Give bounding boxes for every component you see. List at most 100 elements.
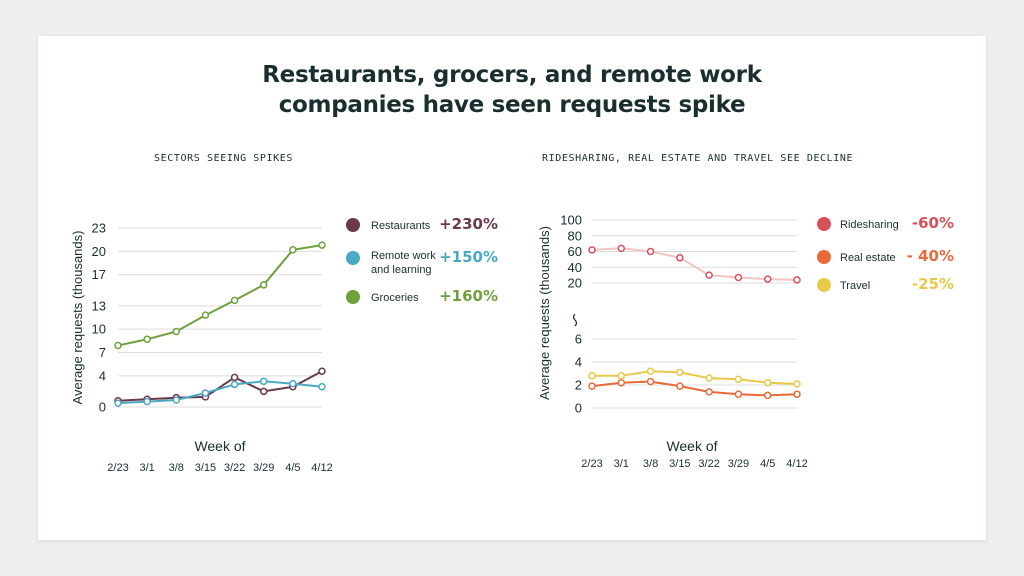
legend-change-value: -60% [912,214,954,232]
data-point [201,389,210,397]
data-point [318,367,326,375]
data-point [676,368,684,377]
data-point [617,378,626,387]
title-line-2: companies have seen requests spike [278,92,746,118]
right-y-tick-label: 6 [575,332,582,347]
data-point [676,254,684,262]
legend-marker [346,218,360,232]
axis-break-icon [572,313,578,327]
legend-label: Groceries [371,292,419,304]
left-y-tick-label: 13 [92,298,106,313]
left-x-tick-label: 2/23 [107,462,128,474]
data-point [793,380,801,388]
legend-label: and learning [371,264,432,276]
data-point [318,383,326,391]
legend-change-value: +230% [439,215,498,233]
data-point [143,397,151,406]
data-point [588,372,596,380]
series-line-ridesharing [591,247,798,281]
data-point [617,372,626,380]
left-x-tick-label: 4/12 [311,462,332,474]
data-point [289,379,297,388]
left-x-tick-label: 3/29 [253,462,274,474]
right-x-tick-label: 2/23 [581,458,602,470]
right-y-tick-label: 4 [575,355,582,370]
data-point [763,275,772,283]
left-chart-subtitle: SECTORS SEEING SPIKES [154,153,294,164]
right-y-tick-label: 80 [568,228,582,243]
data-point [734,375,743,383]
legend-label: Real estate [840,252,896,264]
legend-label: Remote work [371,250,436,262]
data-point [318,241,326,249]
data-point [793,276,801,284]
data-point [676,382,684,390]
data-point [763,378,772,387]
data-point [763,391,772,400]
legend-marker [346,290,360,304]
left-x-tick-label: 3/1 [139,462,154,474]
left-x-tick-label: 3/8 [169,462,184,474]
title-line-1: Restaurants, grocers, and remote work [262,62,762,88]
legend-marker [817,217,831,231]
data-point [617,244,626,253]
left-y-tick-label: 10 [92,322,106,337]
data-point [230,296,239,305]
legend-label: Restaurants [371,220,431,232]
data-point [734,273,743,282]
right-y-tick-label: 60 [568,244,582,259]
data-point [143,335,151,344]
right-x-tick-label: 4/5 [760,458,775,470]
series-line-groceries [117,244,323,347]
legend-change-value: - 40% [907,247,954,265]
right-chart-subtitle: RIDESHARING, REAL ESTATE AND TRAVEL SEE … [542,153,854,164]
series-line-restaurants [117,370,323,402]
left-y-tick-label: 23 [92,221,106,236]
right-y-tick-label: 20 [568,276,582,291]
data-point [172,327,181,336]
data-point [230,373,239,382]
data-point [259,377,268,386]
series-line-travel [592,370,798,385]
data-point [588,246,596,254]
data-point [588,382,596,390]
left-y-tick-label: 0 [99,400,106,415]
data-point [172,396,181,404]
right-x-tick-label: 3/8 [643,458,658,470]
left-x-tick-label: 3/22 [224,462,245,474]
legend-marker [346,251,360,265]
right-y-tick-label: 0 [575,401,582,416]
legend-marker [817,278,831,292]
right-x-tick-label: 3/22 [698,458,719,470]
legend-change-value: +160% [439,287,498,305]
left-y-axis-label: Average requests (thousands) [70,231,85,405]
legend-marker [817,250,831,264]
left-x-tick-label: 3/15 [195,462,216,474]
legend-change-value: +150% [439,248,498,266]
series-line-remote-work-and-learning [117,380,323,405]
data-point [734,390,743,398]
right-y-tick-label: 100 [560,213,582,228]
data-point [201,311,210,319]
data-point [259,387,268,396]
right-x-tick-label: 3/15 [669,458,690,470]
legend-label: Ridesharing [840,219,899,231]
page-title: Restaurants, grocers, and remote work co… [0,60,1024,120]
right-x-axis-label: Week of [666,438,717,454]
right-y-axis-label: Average requests (thousands) [537,226,552,400]
data-point [114,399,122,407]
data-point [793,390,801,398]
right-y-tick-label: 40 [568,260,582,275]
data-point [646,247,655,256]
right-x-tick-label: 4/12 [786,458,807,470]
series-line-real-estate [591,380,798,397]
data-point [114,341,122,350]
data-point [705,271,713,279]
left-y-tick-label: 20 [92,244,106,259]
data-point [259,281,268,289]
left-x-axis-label: Week of [194,438,245,454]
right-y-tick-label: 2 [575,378,582,393]
data-point [289,246,297,254]
legend-label: Travel [840,280,870,292]
